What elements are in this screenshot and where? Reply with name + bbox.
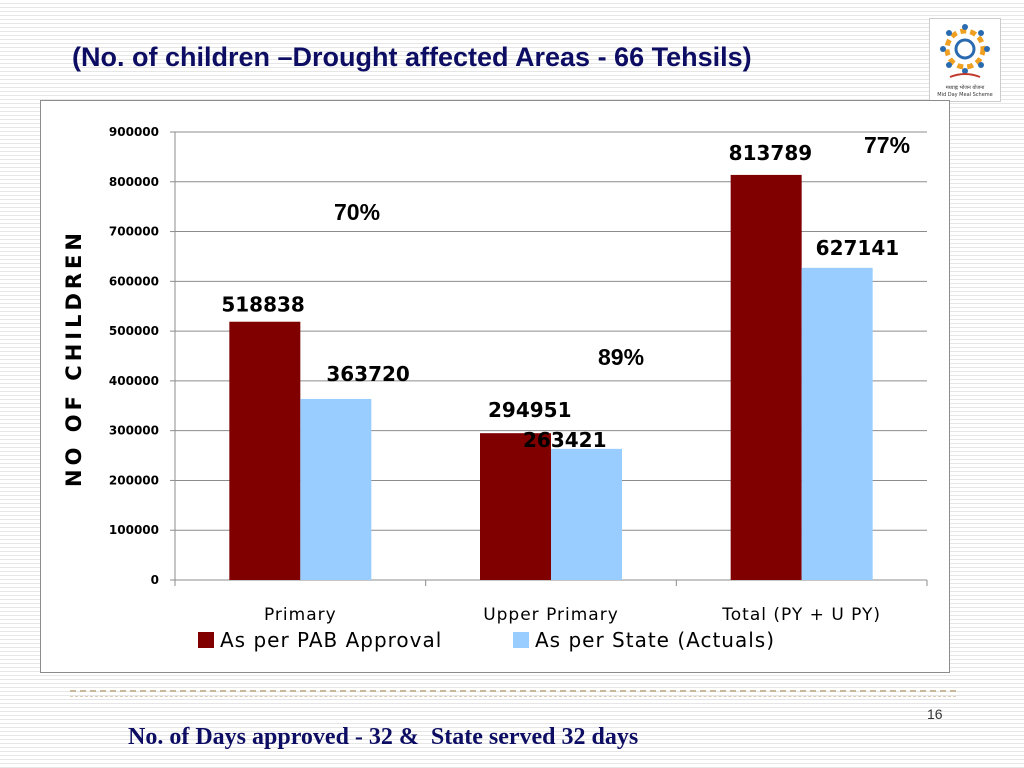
legend-label: As per State (Actuals) [535, 628, 775, 652]
legend-swatch-state [513, 632, 529, 648]
y-tick-label: 900000 [109, 125, 159, 139]
bar-pab [730, 174, 802, 580]
y-tick-label: 300000 [109, 424, 159, 438]
data-label: 363720 [326, 362, 410, 386]
y-tick-label: 400000 [109, 374, 159, 388]
chart-canvas: 0 100000 200000 300000 400000 500000 600000 700… [62, 125, 928, 652]
y-tick-label: 100000 [109, 523, 159, 537]
y-tick-label: 600000 [109, 274, 159, 288]
y-tick-label: 800000 [109, 175, 159, 189]
y-axis-title: NO OF CHILDREN [62, 229, 86, 487]
legend-swatch-pab [198, 632, 214, 648]
logo-emblem-icon [940, 24, 990, 78]
data-label: 294951 [488, 398, 572, 422]
y-tick-label: 0 [151, 573, 159, 587]
x-tick-label: Primary [264, 605, 337, 625]
slide-title: (No. of children –Drought affected Areas… [72, 42, 752, 72]
data-label: 263421 [523, 428, 607, 452]
mid-day-meal-logo: मध्याह्न भोजन योजना Mid Day Meal Scheme [929, 18, 1001, 102]
logo-hindi-text: मध्याह्न भोजन योजना [945, 85, 985, 91]
page-number: 16 [927, 706, 943, 722]
legend-label: As per PAB Approval [220, 628, 442, 652]
divider-line [70, 690, 956, 692]
divider-line-secondary [70, 696, 956, 697]
bar-state [300, 398, 372, 580]
logo-english-text: Mid Day Meal Scheme [937, 92, 993, 98]
x-tick-label: Upper Primary [483, 605, 619, 625]
bar-state [551, 448, 622, 580]
percent-label: 70% [334, 199, 380, 225]
bar-chart: 0 100000 200000 300000 400000 500000 600000 700… [40, 100, 950, 673]
percent-label: 77% [864, 132, 910, 158]
y-tick-label: 500000 [109, 324, 159, 338]
bar-pab [480, 433, 551, 580]
y-tick-label: 700000 [109, 225, 159, 239]
data-label: 518838 [221, 293, 304, 317]
footer-note: No. of Days approved - 32 & State served… [128, 724, 639, 750]
bar-pab [229, 321, 301, 580]
bar-state [801, 267, 873, 580]
y-tick-label: 200000 [109, 473, 159, 487]
data-label: 813789 [729, 141, 813, 165]
x-tick-label: Total (PY + U PY) [721, 605, 881, 625]
percent-label: 89% [598, 344, 644, 370]
data-label: 627141 [816, 236, 900, 260]
